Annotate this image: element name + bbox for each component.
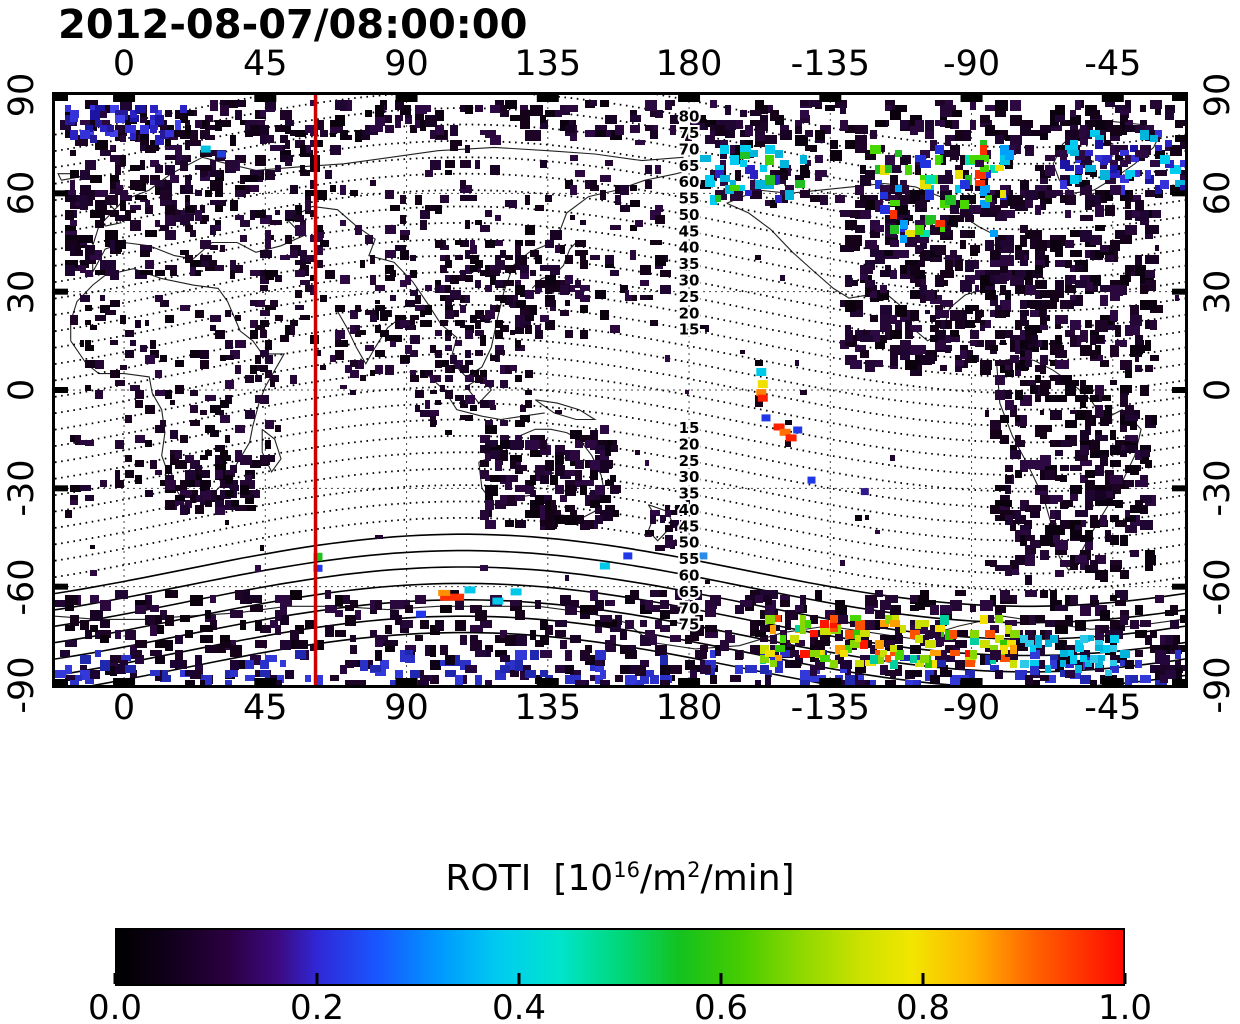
- lat-tick-label-left: 60: [2, 171, 42, 216]
- lon-tick-label-top: -45: [1084, 44, 1142, 84]
- colorbar-tick-label: 0.6: [693, 988, 749, 1024]
- svg-text:65: 65: [679, 583, 700, 601]
- colorbar-tick-label: 0.2: [289, 988, 345, 1024]
- svg-text:75: 75: [679, 616, 700, 634]
- world-map-plot: 80 75 70 65 60 55 50 45 40 35 30 25 20 15 15 20 25 30 35 40…: [52, 92, 1188, 688]
- lon-tick-label-bottom: 0: [112, 688, 136, 728]
- lon-tick-label-bottom: 180: [655, 688, 723, 728]
- svg-text:55: 55: [679, 550, 700, 568]
- lat-tick-label-right: 30: [1198, 269, 1238, 314]
- colorbar-title-roti: ROTI: [445, 858, 532, 899]
- timestamp-title: 2012-08-07/08:00:00: [58, 2, 528, 48]
- svg-text:75: 75: [679, 124, 700, 142]
- svg-text:25: 25: [679, 452, 700, 470]
- svg-text:50: 50: [679, 534, 700, 552]
- svg-text:80: 80: [679, 108, 700, 126]
- svg-text:15: 15: [679, 419, 700, 437]
- colorbar-title-per-min: /min]: [700, 858, 795, 899]
- svg-text:25: 25: [679, 288, 700, 306]
- lat-tick-label-right: 90: [1198, 72, 1238, 118]
- map-canvas: 8075706560555045403530252015152025303540…: [55, 95, 1185, 685]
- svg-text:45: 45: [679, 222, 700, 240]
- colorbar-tick-mark: [517, 973, 521, 984]
- lat-tick-label-right: -60: [1198, 558, 1238, 616]
- svg-text:40: 40: [679, 239, 700, 257]
- svg-text:30: 30: [679, 272, 700, 290]
- svg-text:70: 70: [679, 599, 700, 617]
- colorbar-title-exponent-16: 16: [613, 858, 640, 882]
- colorbar-tick-mark: [113, 973, 117, 984]
- lon-tick-label-top: 90: [384, 44, 429, 84]
- colorbar-gradient: [115, 928, 1125, 986]
- svg-text:20: 20: [679, 304, 700, 322]
- lat-tick-label-left: -30: [2, 459, 42, 517]
- lon-tick-label-top: -90: [942, 44, 1001, 84]
- lon-tick-label-bottom: 45: [243, 688, 288, 728]
- colorbar-tick-mark: [315, 973, 319, 984]
- lat-tick-label-left: -60: [2, 558, 42, 616]
- colorbar-tick-label: 0.4: [491, 988, 547, 1024]
- svg-text:35: 35: [679, 255, 700, 273]
- svg-text:30: 30: [679, 468, 700, 486]
- svg-text:40: 40: [679, 501, 700, 519]
- lat-tick-label-left: 90: [2, 72, 42, 118]
- svg-text:50: 50: [679, 206, 700, 224]
- lat-tick-label-right: -90: [1198, 656, 1238, 714]
- lat-tick-label-left: 0: [2, 378, 42, 402]
- lon-tick-label-top: 0: [112, 44, 136, 84]
- colorbar-tick-label: 0.8: [895, 988, 951, 1024]
- lon-tick-label-bottom: 90: [384, 688, 429, 728]
- svg-text:70: 70: [679, 140, 700, 158]
- svg-text:35: 35: [679, 485, 700, 503]
- colorbar-tick-mark: [921, 973, 925, 984]
- svg-text:45: 45: [679, 517, 700, 535]
- svg-text:55: 55: [679, 190, 700, 208]
- svg-text:65: 65: [679, 157, 700, 175]
- colorbar-title: ROTI [1016/m2/min]: [115, 858, 1125, 899]
- lon-tick-label-top: 135: [514, 44, 582, 84]
- colorbar-title-exponent-2: 2: [687, 858, 701, 882]
- lat-tick-label-left: 30: [2, 269, 42, 314]
- lon-tick-label-bottom: -45: [1084, 688, 1142, 728]
- colorbar-title-bracket: [10: [553, 858, 614, 899]
- colorbar-title-per-meter: /m: [639, 858, 688, 899]
- lat-tick-label-right: 0: [1198, 378, 1238, 402]
- colorbar-tick-mark: [1123, 973, 1127, 984]
- lat-tick-label-left: -90: [2, 656, 42, 714]
- svg-text:60: 60: [679, 567, 700, 585]
- colorbar-tick-label: 1.0: [1097, 988, 1153, 1024]
- lon-tick-label-top: -135: [790, 44, 871, 84]
- lon-tick-label-bottom: -90: [942, 688, 1001, 728]
- svg-text:20: 20: [679, 435, 700, 453]
- lon-tick-label-top: 180: [655, 44, 723, 84]
- colorbar-tick-mark: [719, 973, 723, 984]
- lon-tick-label-top: 45: [243, 44, 288, 84]
- lon-tick-label-bottom: -135: [790, 688, 871, 728]
- svg-text:15: 15: [679, 321, 700, 339]
- lat-tick-label-right: -30: [1198, 459, 1238, 517]
- lat-tick-label-right: 60: [1198, 171, 1238, 216]
- lon-tick-label-bottom: 135: [514, 688, 582, 728]
- colorbar-tick-label: 0.0: [87, 988, 143, 1024]
- svg-text:60: 60: [679, 173, 700, 191]
